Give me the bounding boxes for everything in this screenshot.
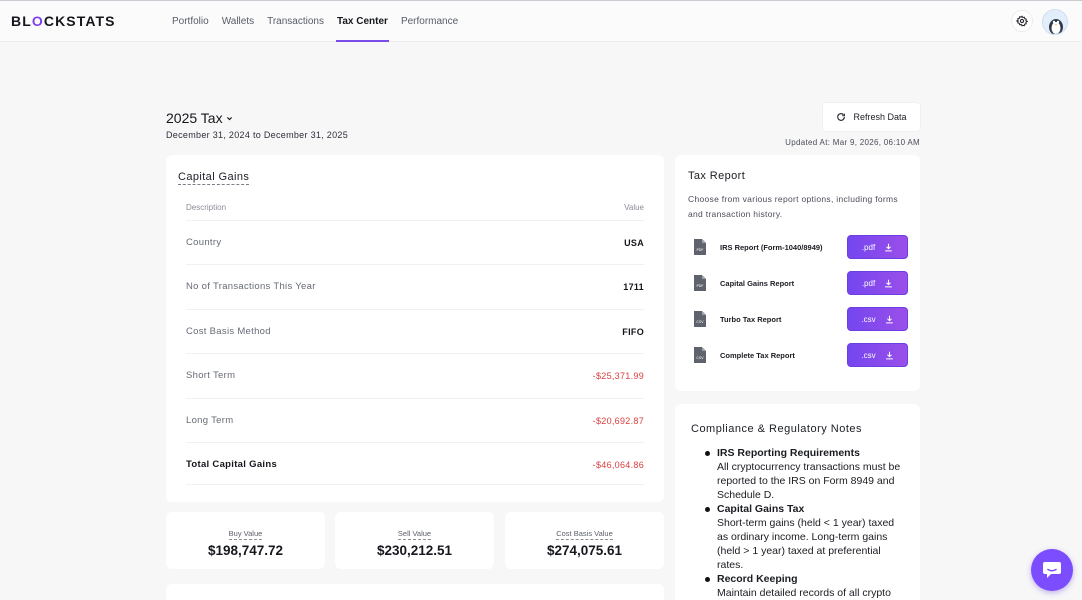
tax-year-label: 2025 Tax bbox=[166, 110, 223, 126]
row-value: FIFO bbox=[622, 326, 644, 337]
compliance-notes-card: Compliance & Regulatory Notes IRS Report… bbox=[675, 404, 920, 600]
tax-report-description: Choose from various report options, incl… bbox=[688, 194, 898, 219]
report-item: PDF IRS Report (Form-1040/8949) .pdf bbox=[693, 235, 908, 259]
refresh-label: Refresh Data bbox=[853, 112, 907, 122]
download-icon bbox=[885, 279, 893, 287]
csv-file-icon: CSV bbox=[694, 347, 706, 363]
row-label: No of Transactions This Year bbox=[186, 281, 316, 292]
report-name: Complete Tax Report bbox=[720, 350, 795, 360]
compliance-heading: Record Keeping bbox=[717, 573, 798, 585]
download-icon bbox=[885, 243, 893, 251]
cost-basis-value-amount: $274,075.61 bbox=[546, 543, 623, 558]
table-row: Cost Basis Method FIFO bbox=[186, 309, 644, 353]
row-label: Short Term bbox=[186, 370, 236, 381]
settings-button[interactable] bbox=[1011, 10, 1033, 32]
compliance-body: Short-term gains (held < 1 year) taxed a… bbox=[717, 517, 895, 571]
download-icon bbox=[885, 351, 893, 359]
cost-basis-value-label[interactable]: Cost Basis Value bbox=[556, 529, 613, 540]
gear-icon bbox=[1016, 15, 1028, 27]
compliance-heading: IRS Reporting Requirements bbox=[717, 447, 860, 459]
sell-value-card: Sell Value $230,212.51 bbox=[335, 512, 494, 569]
top-navigation-bar: BLOCKSTATS Portfolio Wallets Transaction… bbox=[0, 0, 1082, 42]
row-label: Cost Basis Method bbox=[186, 326, 271, 337]
tax-report-title: Tax Report bbox=[688, 170, 746, 182]
nav-item-portfolio[interactable]: Portfolio bbox=[172, 16, 209, 27]
row-value: 1711 bbox=[623, 281, 644, 292]
column-value: Value bbox=[624, 203, 644, 212]
compliance-title: Compliance & Regulatory Notes bbox=[691, 423, 863, 435]
download-pdf-button[interactable]: .pdf bbox=[847, 271, 908, 295]
format-label: .pdf bbox=[861, 242, 876, 252]
table-row: Short Term -$25,371.99 bbox=[186, 353, 644, 397]
chevron-down-icon bbox=[226, 116, 232, 120]
tax-year-selector[interactable]: 2025 Tax bbox=[166, 110, 233, 126]
row-value: USA bbox=[624, 237, 644, 248]
pdf-file-icon: PDF bbox=[694, 275, 706, 291]
user-avatar[interactable] bbox=[1042, 9, 1068, 35]
chat-support-button[interactable] bbox=[1031, 549, 1073, 591]
report-item: CSV Complete Tax Report .csv bbox=[693, 343, 908, 367]
download-csv-button[interactable]: .csv bbox=[847, 307, 908, 331]
table-row: Country USA bbox=[186, 220, 644, 264]
nav-item-wallets[interactable]: Wallets bbox=[221, 16, 255, 27]
refresh-data-button[interactable]: Refresh Data bbox=[823, 103, 920, 131]
row-value: -$46,064.86 bbox=[592, 459, 644, 470]
capital-gains-title[interactable]: Capital Gains bbox=[178, 171, 250, 185]
table-header: Description Value bbox=[186, 203, 644, 212]
refresh-icon bbox=[837, 113, 846, 121]
csv-file-icon: CSV bbox=[694, 311, 706, 327]
capital-gains-card: Capital Gains Description Value Country … bbox=[166, 155, 664, 502]
pdf-file-icon: PDF bbox=[694, 239, 706, 255]
format-label: .csv bbox=[861, 314, 876, 324]
brand-logo[interactable]: BLOCKSTATS bbox=[11, 13, 116, 29]
table-bottom-divider bbox=[186, 484, 644, 485]
updated-at-text: Updated At: Mar 9, 2026, 06:10 AM bbox=[785, 138, 920, 147]
sell-value-amount: $230,212.51 bbox=[376, 543, 453, 558]
compliance-item: IRS Reporting Requirements All cryptocur… bbox=[704, 446, 904, 502]
svg-text:PDF: PDF bbox=[696, 284, 703, 288]
svg-text:PDF: PDF bbox=[696, 248, 703, 252]
report-name: Capital Gains Report bbox=[720, 278, 795, 288]
table-row-total: Total Capital Gains -$46,064.86 bbox=[186, 442, 644, 486]
compliance-item: Capital Gains Tax Short-term gains (held… bbox=[704, 502, 904, 572]
nav-item-tax-center[interactable]: Tax Center bbox=[335, 1, 389, 42]
next-card-partial bbox=[166, 584, 664, 600]
row-label: Long Term bbox=[186, 415, 234, 426]
compliance-body: Maintain detailed records of all crypto bbox=[717, 587, 891, 599]
download-pdf-button[interactable]: .pdf bbox=[847, 235, 908, 259]
row-label: Total Capital Gains bbox=[186, 459, 278, 470]
buy-value-label[interactable]: Buy Value bbox=[228, 529, 263, 540]
svg-text:CSV: CSV bbox=[696, 356, 704, 360]
row-value: -$25,371.99 bbox=[592, 370, 644, 381]
nav-item-transactions[interactable]: Transactions bbox=[267, 16, 324, 27]
table-row: No of Transactions This Year 1711 bbox=[186, 264, 644, 308]
compliance-list: IRS Reporting Requirements All cryptocur… bbox=[704, 446, 904, 600]
report-name: IRS Report (Form-1040/8949) bbox=[720, 242, 823, 252]
compliance-heading: Capital Gains Tax bbox=[717, 503, 805, 515]
row-label: Country bbox=[186, 237, 222, 248]
cost-basis-value-card: Cost Basis Value $274,075.61 bbox=[505, 512, 664, 569]
download-csv-button[interactable]: .csv bbox=[847, 343, 908, 367]
buy-value-amount: $198,747.72 bbox=[207, 543, 284, 558]
report-name: Turbo Tax Report bbox=[720, 314, 782, 324]
tax-report-card: Tax Report Choose from various report op… bbox=[675, 155, 920, 391]
format-label: .pdf bbox=[861, 278, 876, 288]
compliance-item: Record Keeping Maintain detailed records… bbox=[704, 572, 904, 600]
chat-icon bbox=[1043, 562, 1061, 578]
column-description: Description bbox=[186, 203, 227, 212]
buy-value-card: Buy Value $198,747.72 bbox=[166, 512, 325, 569]
compliance-body: All cryptocurrency transactions must be … bbox=[717, 461, 901, 501]
tax-date-range: December 31, 2024 to December 31, 2025 bbox=[166, 130, 349, 140]
row-value: -$20,692.87 bbox=[592, 415, 644, 426]
svg-text:CSV: CSV bbox=[696, 320, 704, 324]
sell-value-label[interactable]: Sell Value bbox=[397, 529, 432, 540]
format-label: .csv bbox=[861, 350, 876, 360]
avatar-icon bbox=[1043, 10, 1067, 34]
report-item: PDF Capital Gains Report .pdf bbox=[693, 271, 908, 295]
download-icon bbox=[885, 315, 893, 323]
report-item: CSV Turbo Tax Report .csv bbox=[693, 307, 908, 331]
main-nav: Portfolio Wallets Transactions Tax Cente… bbox=[172, 1, 458, 42]
nav-item-performance[interactable]: Performance bbox=[400, 16, 459, 27]
table-row: Long Term -$20,692.87 bbox=[186, 398, 644, 442]
